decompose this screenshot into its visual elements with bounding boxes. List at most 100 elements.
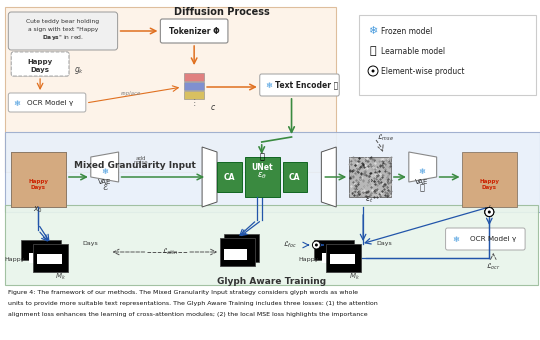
Text: $\mathcal{L}_{attn}$: $\mathcal{L}_{attn}$	[162, 247, 179, 257]
Text: Mixed Granularity Input: Mixed Granularity Input	[73, 160, 195, 170]
Text: Days: Days	[31, 67, 50, 73]
Text: Happy: Happy	[28, 59, 53, 65]
Text: OCR Model γ: OCR Model γ	[470, 236, 516, 242]
Text: Text Encoder 𝒯: Text Encoder 𝒯	[275, 81, 338, 89]
Text: ❄: ❄	[418, 168, 425, 176]
Text: ❄: ❄	[452, 235, 459, 243]
Text: ❄: ❄	[101, 168, 108, 176]
Circle shape	[372, 69, 375, 72]
Bar	[245, 157, 280, 197]
Text: Days: Days	[376, 241, 392, 246]
Circle shape	[488, 210, 491, 214]
Polygon shape	[21, 240, 61, 260]
Bar	[11, 152, 66, 207]
Text: Days: Days	[31, 186, 45, 190]
Text: CA: CA	[289, 172, 300, 182]
Bar	[184, 91, 204, 99]
Text: $M_k$: $M_k$	[349, 272, 360, 282]
Bar	[326, 244, 361, 272]
Text: 🔥: 🔥	[370, 46, 376, 56]
FancyBboxPatch shape	[446, 228, 525, 250]
Text: ❄: ❄	[265, 81, 272, 89]
Polygon shape	[202, 147, 217, 207]
Bar	[359, 15, 536, 95]
Text: Cute teddy bear holding: Cute teddy bear holding	[26, 18, 99, 23]
Polygon shape	[409, 152, 437, 182]
FancyBboxPatch shape	[260, 74, 339, 96]
Text: Days: Days	[83, 241, 99, 246]
Bar	[29, 253, 54, 263]
Text: Learnable model: Learnable model	[381, 47, 445, 55]
Text: $\mathcal{L}_{foc}$: $\mathcal{L}_{foc}$	[284, 240, 298, 250]
Text: Tokenizer Φ: Tokenizer Φ	[169, 27, 219, 35]
Text: $\mathcal{L}_{mse}$: $\mathcal{L}_{mse}$	[377, 133, 394, 143]
Bar	[33, 244, 68, 272]
Text: Days: Days	[482, 186, 497, 190]
Text: VAE: VAE	[98, 179, 111, 185]
Bar	[37, 254, 62, 264]
Text: units to provide more suitable text representations. The Glyph Aware Training in: units to provide more suitable text repr…	[8, 301, 378, 306]
Text: Element-wise product: Element-wise product	[381, 67, 464, 75]
Polygon shape	[91, 152, 119, 182]
Bar	[5, 132, 540, 212]
FancyBboxPatch shape	[11, 52, 69, 76]
Bar	[462, 152, 517, 207]
Text: c: c	[211, 102, 215, 112]
Circle shape	[368, 66, 378, 76]
Text: $\epsilon_\theta$: $\epsilon_\theta$	[256, 171, 267, 181]
Text: Glyph Aware Training: Glyph Aware Training	[217, 276, 326, 286]
Bar	[184, 82, 204, 90]
Text: $\epsilon_t$: $\epsilon_t$	[365, 195, 373, 205]
Bar	[224, 234, 259, 262]
Circle shape	[313, 241, 320, 249]
Text: $M_k$: $M_k$	[56, 272, 66, 282]
Text: add: add	[135, 155, 146, 160]
Circle shape	[488, 210, 491, 214]
Text: $x'_0$: $x'_0$	[483, 204, 495, 216]
Circle shape	[488, 210, 491, 214]
Bar	[5, 7, 336, 172]
Bar	[228, 245, 251, 256]
Text: Figure 4: The framework of our methods. The Mixed Granularity Input strategy con: Figure 4: The framework of our methods. …	[8, 290, 359, 295]
Bar	[349, 157, 391, 197]
Text: $\mathcal{L}_{ocr}$: $\mathcal{L}_{ocr}$	[486, 262, 501, 272]
Bar	[11, 152, 66, 207]
Bar	[184, 73, 204, 81]
Circle shape	[485, 207, 494, 217]
Circle shape	[485, 207, 494, 217]
Text: OCR Model γ: OCR Model γ	[27, 100, 73, 106]
Text: VAE: VAE	[415, 179, 428, 185]
Text: noise: noise	[133, 160, 148, 166]
Text: ⋮: ⋮	[190, 99, 198, 107]
Bar	[217, 162, 242, 192]
Text: UNet: UNet	[251, 163, 273, 171]
Text: ❄: ❄	[368, 26, 377, 36]
Polygon shape	[321, 147, 336, 207]
FancyBboxPatch shape	[8, 93, 86, 112]
Bar	[220, 238, 255, 266]
Text: Happy: Happy	[28, 180, 48, 185]
Bar	[5, 205, 538, 285]
Text: ❄: ❄	[14, 99, 21, 107]
FancyBboxPatch shape	[160, 19, 228, 43]
FancyBboxPatch shape	[11, 52, 69, 76]
Text: a sign with text "Happy: a sign with text "Happy	[28, 27, 98, 32]
Text: Diffusion Process: Diffusion Process	[174, 7, 270, 17]
Text: $\bf{Days}$" in red.: $\bf{Days}$" in red.	[42, 33, 84, 41]
Bar	[282, 162, 307, 192]
Text: $x_0$: $x_0$	[33, 205, 43, 215]
Text: ℰ: ℰ	[102, 184, 107, 192]
Polygon shape	[314, 240, 354, 260]
Text: Happy: Happy	[5, 257, 25, 262]
Circle shape	[485, 207, 494, 217]
Text: Happy: Happy	[480, 180, 500, 185]
FancyBboxPatch shape	[8, 12, 118, 50]
Text: 𝒟: 𝒟	[419, 184, 424, 192]
Text: Frozen model: Frozen model	[381, 27, 433, 35]
Text: 🔥: 🔥	[259, 153, 264, 162]
Text: Happy: Happy	[298, 257, 319, 262]
Text: alignment loss enhances the learning of cross-attention modules; (2) the local M: alignment loss enhances the learning of …	[8, 312, 368, 317]
Text: replace: replace	[120, 91, 141, 97]
Bar	[224, 249, 247, 260]
Text: $g_k$: $g_k$	[74, 66, 84, 76]
